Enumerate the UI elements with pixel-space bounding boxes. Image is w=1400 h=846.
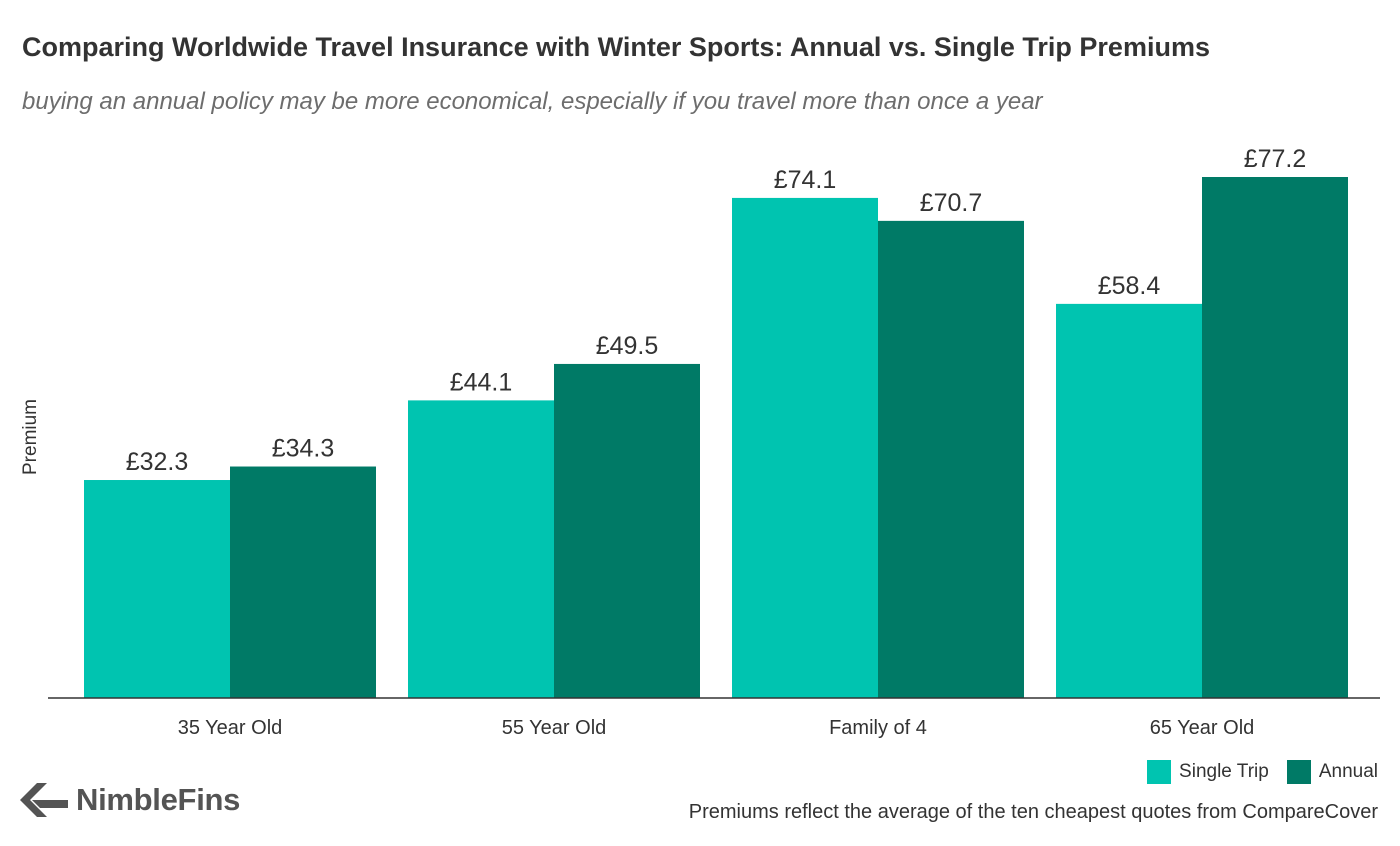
bar-annual-65-year-old xyxy=(1202,177,1348,698)
x-tick-label-55-year-old: 55 Year Old xyxy=(502,717,607,739)
bar-annual-family-of-4 xyxy=(878,220,1024,698)
bar-annual-55-year-old xyxy=(554,363,700,698)
x-tick-label-35-year-old: 35 Year Old xyxy=(178,717,283,739)
bar-single-trip-35-year-old xyxy=(84,480,230,698)
chart-title: Comparing Worldwide Travel Insurance wit… xyxy=(22,32,1210,62)
chart-subtitle: buying an annual policy may be more econ… xyxy=(22,88,1043,115)
brand-logo: NimbleFins xyxy=(20,782,240,818)
y-axis-label: Premium xyxy=(20,399,41,475)
data-label-annual-35-year-old: £34.3 xyxy=(272,435,335,463)
legend-item-annual: Annual xyxy=(1286,760,1378,784)
legend-label-single-trip: Single Trip xyxy=(1179,761,1269,782)
legend-item-single-trip: Single Trip xyxy=(1147,760,1269,784)
legend-swatch-single-trip xyxy=(1147,760,1172,784)
legend-label-annual: Annual xyxy=(1318,761,1378,782)
bar-single-trip-65-year-old xyxy=(1056,303,1202,698)
source-note: Premiums reflect the average of the ten … xyxy=(688,801,1378,823)
arrow-chevron-icon xyxy=(20,783,68,817)
data-label-annual-55-year-old: £49.5 xyxy=(596,332,659,360)
x-tick-label-family-of-4: Family of 4 xyxy=(829,717,927,739)
x-tick-label-65-year-old: 65 Year Old xyxy=(1150,717,1255,739)
legend: Single Trip Annual xyxy=(1129,760,1378,784)
data-label-single-trip-65-year-old: £58.4 xyxy=(1098,272,1161,300)
bar-single-trip-family-of-4 xyxy=(732,197,878,698)
data-label-single-trip-35-year-old: £32.3 xyxy=(126,448,189,476)
bar-annual-35-year-old xyxy=(230,466,376,698)
data-label-annual-65-year-old: £77.2 xyxy=(1244,145,1307,173)
data-label-annual-family-of-4: £70.7 xyxy=(920,189,983,217)
legend-swatch-annual xyxy=(1286,760,1311,784)
data-label-single-trip-family-of-4: £74.1 xyxy=(774,166,837,194)
brand-name: NimbleFins xyxy=(76,782,241,817)
data-label-single-trip-55-year-old: £44.1 xyxy=(450,368,513,396)
bar-single-trip-55-year-old xyxy=(408,400,554,698)
